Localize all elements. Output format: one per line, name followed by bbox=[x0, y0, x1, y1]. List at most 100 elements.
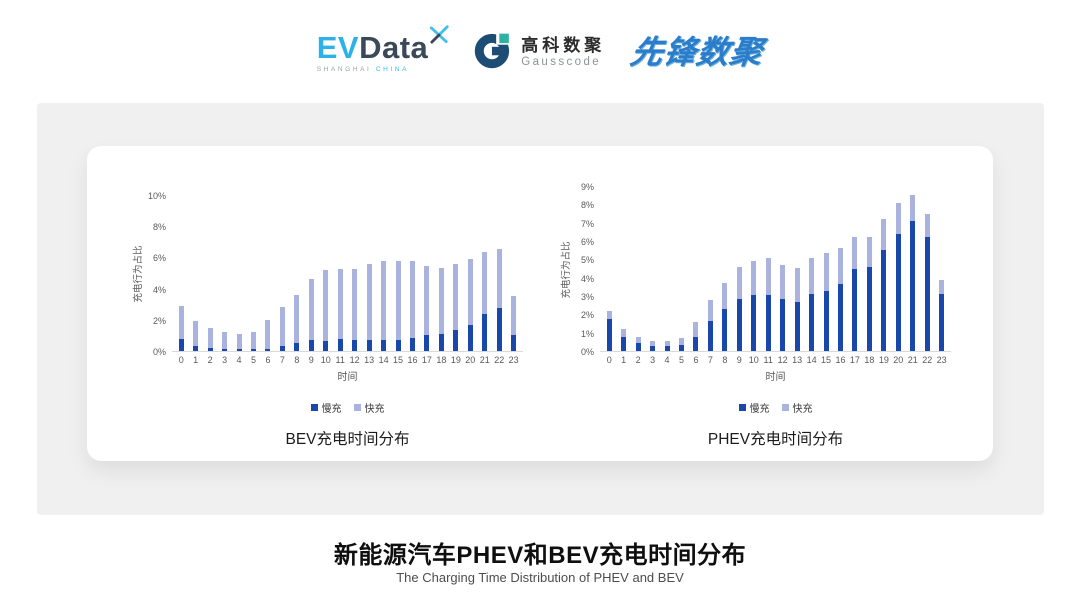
slow-charge-segment bbox=[809, 294, 815, 351]
phev-legend-slow-label: 慢充 bbox=[749, 404, 770, 415]
stacked-bar-hour-14 bbox=[376, 261, 390, 351]
stacked-bar-hour-19 bbox=[877, 219, 891, 351]
y-axis-tick-label: 6% bbox=[580, 237, 594, 247]
evdata-sub-china: CHINA bbox=[375, 65, 410, 73]
phev-plot-zone: 充电行为占比 9% 8% 7% 6% 5% 4% 3% 2% 1% 0% bbox=[551, 146, 951, 357]
fast-charge-segment bbox=[438, 268, 444, 334]
x-axis-tick-label: 13 bbox=[364, 355, 375, 365]
fast-charge-segment bbox=[664, 340, 670, 347]
fast-charge-segment bbox=[294, 294, 300, 344]
slow-charge-segment bbox=[780, 298, 786, 351]
slow-charge-segment bbox=[511, 335, 517, 351]
fast-charge-segment bbox=[794, 267, 800, 302]
slow-charge-segment bbox=[395, 340, 401, 351]
bev-plot-area: 10% 8% 6% 4% 2% 0% bbox=[148, 191, 523, 357]
fast-charge-segment bbox=[939, 279, 945, 295]
fast-charge-segment bbox=[424, 266, 430, 336]
stacked-bar-hour-13 bbox=[362, 263, 376, 351]
stacked-bar-hour-9 bbox=[304, 279, 318, 351]
x-axis-tick-label: 11 bbox=[335, 355, 345, 365]
fast-charge-segment bbox=[496, 248, 502, 309]
x-axis-tick-label: 0 bbox=[606, 355, 612, 365]
bev-x-axis-labels: 0 1 2 3 4 5 6 7 8 9 10 11 12 13 14 15 16 17 18 19 20 21 22 23 bbox=[172, 355, 523, 365]
fast-charge-segment bbox=[707, 299, 713, 321]
fast-charge-segment bbox=[895, 202, 901, 234]
fast-charge-segment bbox=[453, 264, 459, 330]
header-logos: EVData SHANGHAI CHINA bbox=[0, 22, 1080, 82]
x-axis-tick-label: 2 bbox=[635, 355, 641, 365]
slow-charge-segment bbox=[496, 308, 502, 351]
x-axis-tick-label: 22 bbox=[494, 355, 505, 365]
x-axis-tick-label: 2 bbox=[207, 355, 213, 365]
fast-charge-swatch-icon bbox=[781, 404, 789, 411]
slow-charge-segment bbox=[707, 320, 713, 351]
fast-charge-segment bbox=[780, 264, 786, 299]
x-axis-tick-label: 19 bbox=[450, 355, 461, 365]
x-axis-tick-label: 12 bbox=[349, 355, 360, 365]
stacked-bar-hour-21 bbox=[906, 195, 920, 351]
bev-legend-slow-label: 慢充 bbox=[321, 404, 342, 415]
slow-charge-segment bbox=[409, 337, 415, 351]
fast-charge-segment bbox=[823, 252, 829, 291]
slow-charge-segment bbox=[279, 345, 285, 351]
stacked-bar-hour-22 bbox=[920, 213, 934, 351]
x-axis-tick-label: 7 bbox=[707, 355, 713, 365]
chart-bev: 充电行为占比 10% 8% 6% 4% 2% 0% 0 1 2 3 4 5 6 7 8 9 10 11 12 13 1… bbox=[123, 146, 523, 461]
x-axis-tick-label: 20 bbox=[893, 355, 904, 365]
gausscode-en: Gausscode bbox=[521, 55, 602, 68]
stacked-bar-hour-10 bbox=[747, 261, 761, 351]
x-axis-tick-label: 15 bbox=[821, 355, 832, 365]
bev-legend-item-slow: 慢充 bbox=[310, 400, 342, 415]
slow-charge-segment bbox=[910, 220, 916, 351]
x-axis-tick-label: 16 bbox=[835, 355, 846, 365]
slow-charge-segment bbox=[381, 340, 387, 351]
slow-charge-segment bbox=[178, 338, 184, 351]
bev-bars bbox=[172, 196, 523, 351]
phev-bars bbox=[600, 187, 951, 351]
slow-charge-segment bbox=[482, 314, 488, 351]
stacked-bar-hour-23 bbox=[506, 295, 520, 351]
fast-charge-segment bbox=[265, 319, 271, 349]
y-axis-tick-label: 0% bbox=[580, 347, 594, 357]
slow-charge-segment bbox=[794, 301, 800, 351]
evdata-ev-text: EV bbox=[316, 29, 360, 65]
fast-charge-segment bbox=[736, 266, 742, 299]
x-axis-tick-label: 0 bbox=[178, 355, 184, 365]
x-axis-tick-label: 14 bbox=[806, 355, 817, 365]
x-axis-tick-label: 23 bbox=[936, 355, 947, 365]
stacked-bar-hour-11 bbox=[761, 258, 775, 351]
pioneer-data-logo: 先锋数聚 bbox=[628, 34, 767, 70]
gausscode-logo: 高科数聚 Gausscode bbox=[474, 30, 605, 74]
x-axis-tick-label: 8 bbox=[294, 355, 300, 365]
x-axis-tick-label: 21 bbox=[907, 355, 918, 365]
slow-charge-segment bbox=[308, 340, 314, 351]
fast-charge-segment bbox=[606, 310, 612, 319]
bev-legend-item-fast: 快充 bbox=[353, 400, 385, 415]
x-axis-tick-label: 4 bbox=[664, 355, 670, 365]
phev-plot-area: 9% 8% 7% 6% 5% 4% 3% 2% 1% 0% bbox=[581, 182, 951, 357]
x-axis-tick-label: 5 bbox=[678, 355, 684, 365]
stacked-bar-hour-7 bbox=[275, 307, 289, 351]
y-axis-tick-label: 4% bbox=[580, 273, 594, 284]
slow-charge-segment bbox=[352, 340, 358, 351]
slow-charge-segment bbox=[693, 337, 699, 351]
y-axis-tick-label: 4% bbox=[152, 284, 166, 295]
x-axis-tick-label: 9 bbox=[308, 355, 314, 365]
stacked-bar-hour-8 bbox=[718, 283, 732, 351]
stacked-bar-hour-4 bbox=[232, 333, 246, 351]
stacked-bar-hour-6 bbox=[689, 321, 703, 351]
slow-charge-segment bbox=[939, 294, 945, 351]
fast-charge-segment bbox=[381, 261, 387, 341]
slow-charge-segment bbox=[837, 284, 843, 351]
evdata-wordmark: EVData bbox=[317, 32, 429, 63]
gausscode-text: 高科数聚 Gausscode bbox=[521, 36, 605, 68]
stacked-bar-hour-11 bbox=[333, 269, 347, 351]
stacked-bar-hour-20 bbox=[463, 258, 477, 351]
fast-charge-segment bbox=[467, 258, 473, 326]
slow-charge-segment bbox=[222, 348, 228, 351]
slow-charge-segment bbox=[438, 333, 444, 351]
x-axis-tick-label: 1 bbox=[621, 355, 627, 365]
stacked-bar-hour-1 bbox=[616, 329, 630, 351]
slow-charge-segment bbox=[650, 346, 656, 351]
x-axis-tick-label: 4 bbox=[236, 355, 242, 365]
